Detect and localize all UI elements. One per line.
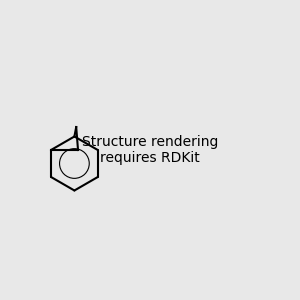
Text: Structure rendering
requires RDKit: Structure rendering requires RDKit — [82, 135, 218, 165]
